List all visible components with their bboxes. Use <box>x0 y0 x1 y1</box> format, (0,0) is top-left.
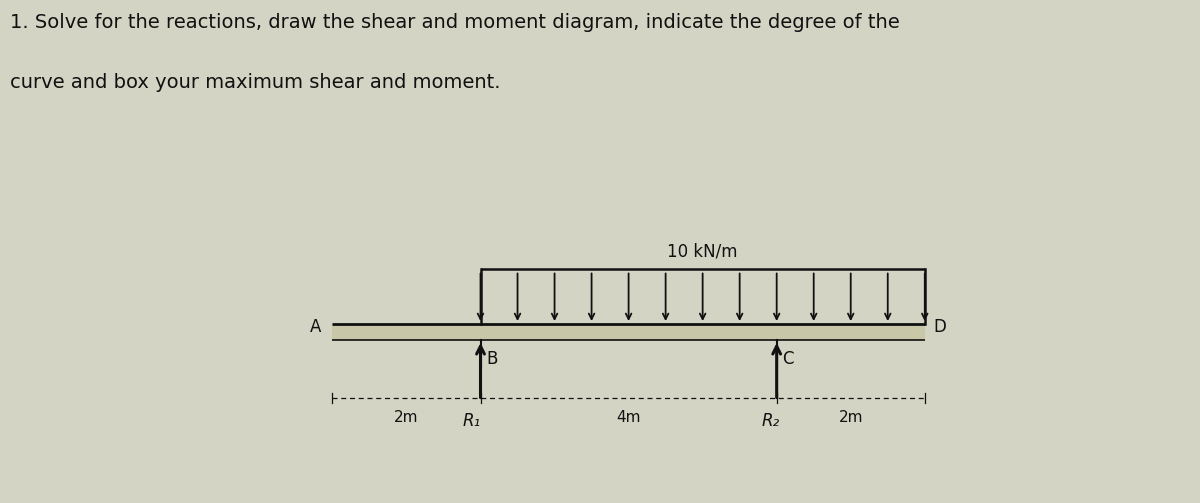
Text: 4m: 4m <box>617 410 641 426</box>
Text: D: D <box>934 318 947 336</box>
Text: 10 kN/m: 10 kN/m <box>667 242 738 261</box>
Text: C: C <box>782 350 794 368</box>
Text: R₂: R₂ <box>762 412 780 431</box>
Text: 1. Solve for the reactions, draw the shear and moment diagram, indicate the degr: 1. Solve for the reactions, draw the she… <box>10 13 899 32</box>
Text: R₁: R₁ <box>462 412 481 431</box>
Text: 2m: 2m <box>395 410 419 426</box>
FancyBboxPatch shape <box>332 324 925 340</box>
Text: curve and box your maximum shear and moment.: curve and box your maximum shear and mom… <box>10 73 500 92</box>
Text: A: A <box>310 318 322 336</box>
Text: B: B <box>486 350 498 368</box>
Text: 2m: 2m <box>839 410 863 426</box>
